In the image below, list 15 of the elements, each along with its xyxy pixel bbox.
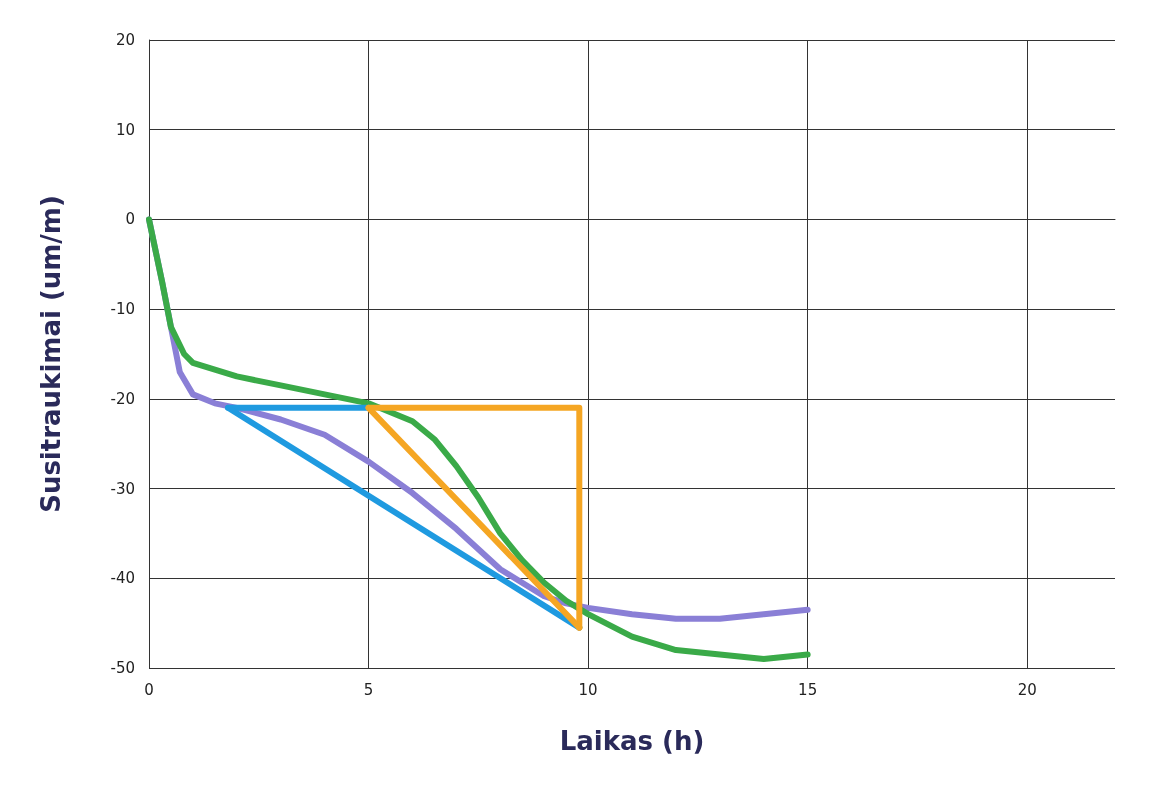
x-axis-title: Laikas (h) (559, 726, 705, 756)
x-tick-label: 5 (363, 680, 374, 699)
y-axis-title: Susitraukimai (um/m) (36, 195, 66, 513)
x-tick-label: 15 (798, 680, 818, 699)
y-tick-label: 10 (115, 120, 135, 139)
y-tick-label: -50 (110, 659, 135, 677)
y-tick-label: 20 (115, 31, 135, 49)
x-tick-label: 10 (578, 680, 598, 699)
y-tick-label: -40 (110, 569, 135, 588)
x-tick-label: 20 (1017, 680, 1037, 699)
y-tick-label: 0 (125, 210, 135, 229)
y-tick-label: -10 (110, 300, 135, 319)
x-tick-label: 0 (144, 680, 154, 699)
y-tick-label: -20 (110, 389, 135, 408)
y-tick-label: -30 (110, 479, 135, 498)
